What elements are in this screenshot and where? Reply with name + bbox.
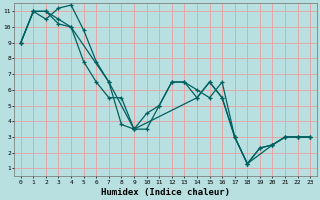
X-axis label: Humidex (Indice chaleur): Humidex (Indice chaleur)	[101, 188, 230, 197]
